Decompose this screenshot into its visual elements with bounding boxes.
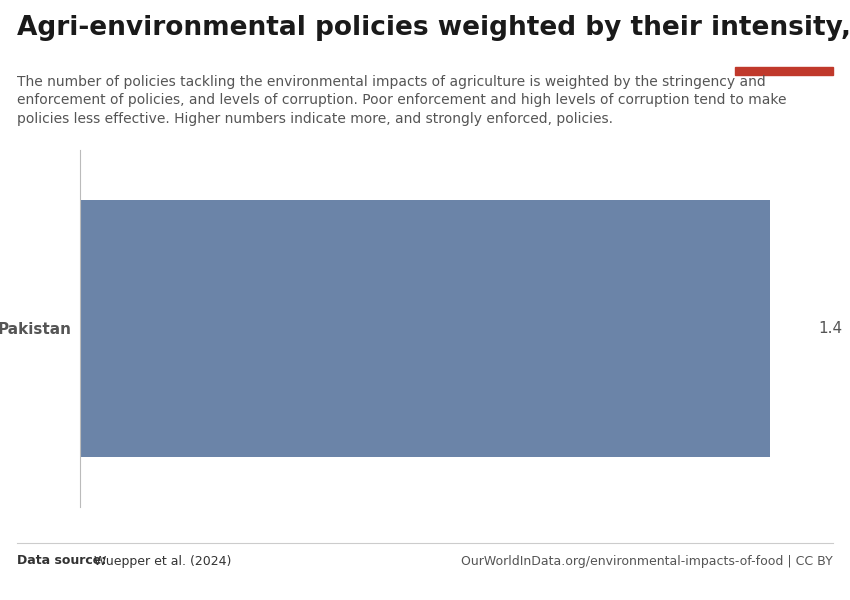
Bar [80,200,770,457]
Bar [735,67,833,75]
Text: Our World
in Data: Our World in Data [752,24,816,48]
Text: OurWorldInData.org/environmental-impacts-of-food | CC BY: OurWorldInData.org/environmental-impacts… [462,554,833,568]
Text: 1.4: 1.4 [818,321,842,336]
Text: Data source:: Data source: [17,554,106,568]
Text: The number of policies tackling the environmental impacts of agriculture is weig: The number of policies tackling the envi… [17,75,786,126]
Text: Wuepper et al. (2024): Wuepper et al. (2024) [94,554,232,568]
Text: Agri-environmental policies weighted by their intensity, 2022: Agri-environmental policies weighted by … [17,15,850,41]
